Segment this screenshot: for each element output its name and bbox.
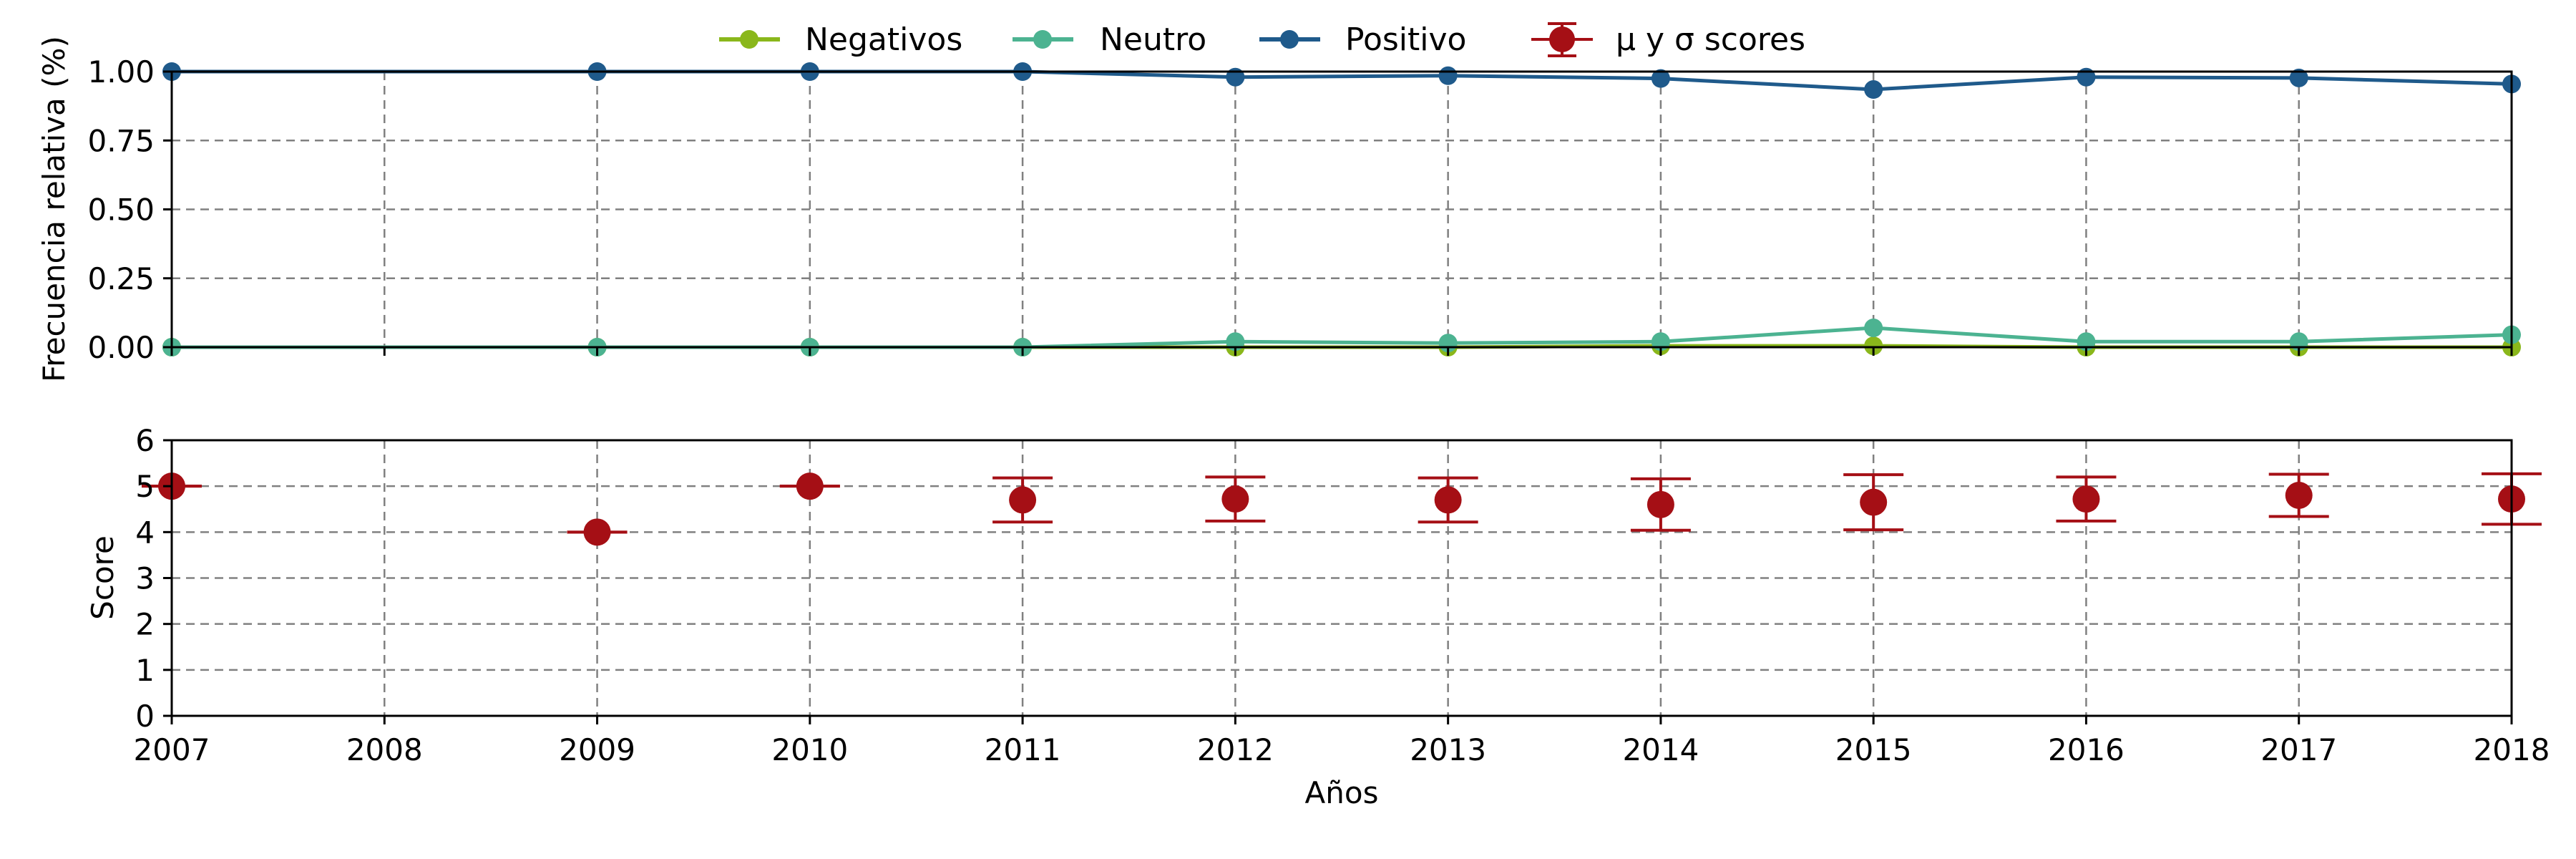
x-tick-label: 2014: [1622, 732, 1699, 767]
line-neutro: [172, 326, 2512, 349]
legend-label-negativos: Negativos: [805, 21, 962, 58]
bottom-gridlines: [170, 439, 2513, 717]
x-tick-label: 2010: [771, 732, 848, 767]
point-positivo: [1438, 66, 1458, 85]
point-negativos: [1864, 336, 1883, 356]
bottom-errorbar-points: [142, 472, 2542, 546]
top-ytick-label: 0.50: [87, 193, 155, 228]
bottom-ytick-label: 4: [135, 515, 155, 550]
score-point: [796, 472, 824, 500]
legend-label-neutro: Neutro: [1100, 21, 1206, 58]
score-point: [1009, 486, 1037, 514]
top-ytick-label: 0.00: [87, 330, 155, 365]
top-x-ticks: [170, 347, 2513, 356]
top-panel: 0.00 0.25 0.50 0.75 1.00 Frecuencia relativa…: [36, 36, 2521, 382]
score-point: [1221, 485, 1249, 513]
score-point: [2285, 482, 2313, 509]
x-tick-label: 2015: [1835, 732, 1912, 767]
score-point: [2072, 485, 2100, 513]
top-gridlines: [170, 70, 2513, 349]
x-tick-label: 2017: [2260, 732, 2337, 767]
top-ytick-label: 0.25: [87, 261, 155, 296]
legend-item-score: μ y σ scores: [1531, 21, 1805, 58]
bottom-y-ticks: 0 1 2 3 4 5 6: [135, 423, 172, 734]
score-point: [1434, 486, 1462, 514]
bottom-ytick-label: 0: [135, 699, 155, 734]
bottom-ytick-label: 1: [135, 653, 155, 688]
x-tick-label: 2007: [134, 732, 210, 767]
x-tick-label: 2013: [1410, 732, 1486, 767]
bottom-ytick-label: 3: [135, 561, 155, 596]
bottom-ytick-label: 5: [135, 469, 155, 504]
x-axis-title: Años: [1305, 775, 1379, 810]
bottom-y-axis-title: Score: [85, 535, 120, 620]
score-point: [1860, 488, 1888, 516]
x-tick-label: 2008: [346, 732, 423, 767]
x-tick-label: 2011: [985, 732, 1061, 767]
x-tick-label: 2016: [2048, 732, 2124, 767]
score-point: [583, 518, 611, 546]
x-tick-label: 2018: [2474, 732, 2550, 767]
bottom-ytick-label: 2: [135, 607, 155, 642]
bottom-x-ticks: 2007 2008 2009 2010 2011 2012 2013 2014 2015 2016…: [134, 716, 2550, 767]
bottom-panel: 0 1 2 3 4 5 6 2007 2008 2009 2010 2011 2012 2013 2014…: [85, 423, 2550, 810]
line-positivo: [172, 69, 2512, 92]
point-positivo: [1651, 69, 1670, 88]
top-y-ticks: 0.00 0.25 0.50 0.75 1.00: [87, 54, 172, 365]
legend: Negativos Neutro Positivo μ y σ scores: [719, 21, 1805, 58]
x-tick-label: 2009: [559, 732, 635, 767]
point-positivo: [1864, 80, 1883, 100]
legend-label-positivo: Positivo: [1345, 21, 1466, 58]
top-y-axis-title: Frecuencia relativa (%): [36, 36, 72, 382]
point-positivo: [2289, 68, 2308, 87]
legend-item-neutro: Neutro: [1013, 21, 1206, 58]
score-point: [1646, 490, 1674, 518]
top-ytick-label: 1.00: [87, 54, 155, 89]
legend-label-score: μ y σ scores: [1616, 21, 1805, 58]
bottom-ytick-label: 6: [135, 423, 155, 458]
point-neutro: [1864, 319, 1883, 338]
legend-item-negativos: Negativos: [719, 21, 962, 58]
x-tick-label: 2012: [1197, 732, 1274, 767]
legend-item-positivo: Positivo: [1259, 21, 1466, 58]
top-ytick-label: 0.75: [87, 123, 155, 158]
